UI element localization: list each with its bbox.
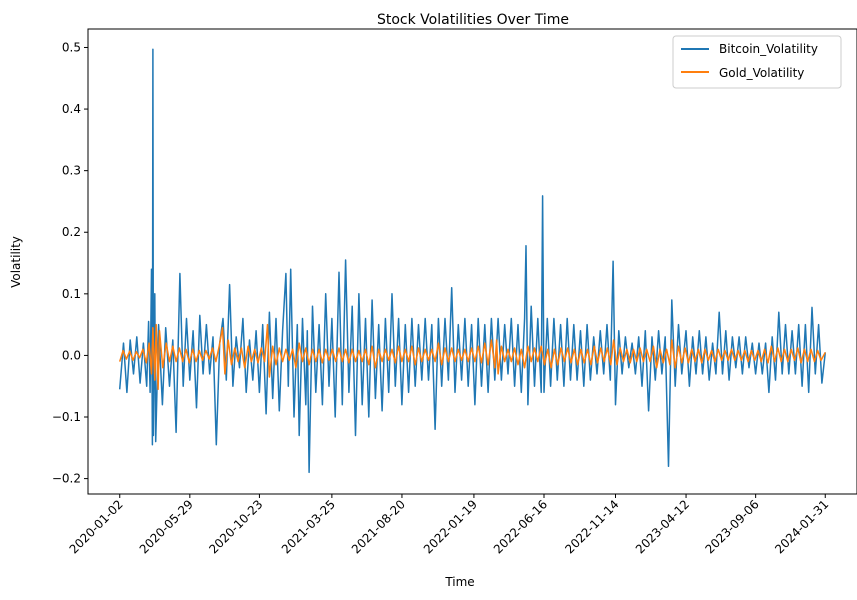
x-tick-label: 2024-01-31 bbox=[772, 497, 831, 556]
series-line-gold-volatility bbox=[118, 323, 826, 391]
series-line-bitcoin-volatility bbox=[118, 48, 827, 474]
x-tick-label: 2020-01-02 bbox=[67, 497, 126, 556]
plot-area bbox=[118, 48, 827, 474]
x-tick-label: 2022-11-14 bbox=[562, 497, 621, 556]
x-tick-label: 2021-08-20 bbox=[349, 497, 408, 556]
y-tick-label: 0.5 bbox=[62, 40, 81, 54]
x-tick-label: 2023-04-12 bbox=[633, 497, 692, 556]
x-tick-label: 2022-01-19 bbox=[421, 497, 480, 556]
y-axis-title: Volatility bbox=[9, 236, 23, 288]
x-tick-label: 2023-09-06 bbox=[703, 497, 762, 556]
legend-label-bitcoin: Bitcoin_Volatility bbox=[719, 42, 818, 56]
x-tick-label: 2020-05-29 bbox=[137, 497, 196, 556]
legend-label-gold: Gold_Volatility bbox=[719, 66, 804, 80]
y-tick-label: −0.2 bbox=[52, 472, 81, 486]
x-tick-label: 2022-06-16 bbox=[491, 497, 550, 556]
y-tick-label: 0.4 bbox=[62, 102, 81, 116]
y-tick-label: −0.1 bbox=[52, 410, 81, 424]
x-tick-label: 2021-03-25 bbox=[279, 497, 338, 556]
y-axis: −0.2 −0.1 0.0 0.1 0.2 0.3 0.4 0.5 bbox=[52, 40, 88, 486]
y-tick-label: 0.1 bbox=[62, 287, 81, 301]
chart-title: Stock Volatilities Over Time bbox=[377, 12, 569, 28]
x-axis: 2020-01-02 2020-05-29 2020-10-23 2021-03-25… bbox=[67, 494, 831, 556]
y-tick-label: 0.2 bbox=[62, 225, 81, 239]
legend: Bitcoin_Volatility Gold_Volatility bbox=[672, 35, 842, 89]
legend-box bbox=[672, 35, 842, 89]
y-tick-label: 0.0 bbox=[62, 348, 81, 362]
x-axis-title: Time bbox=[444, 575, 474, 589]
y-tick-label: 0.3 bbox=[62, 164, 81, 178]
plot-frame bbox=[87, 28, 857, 495]
x-tick-label: 2020-10-23 bbox=[206, 497, 265, 556]
